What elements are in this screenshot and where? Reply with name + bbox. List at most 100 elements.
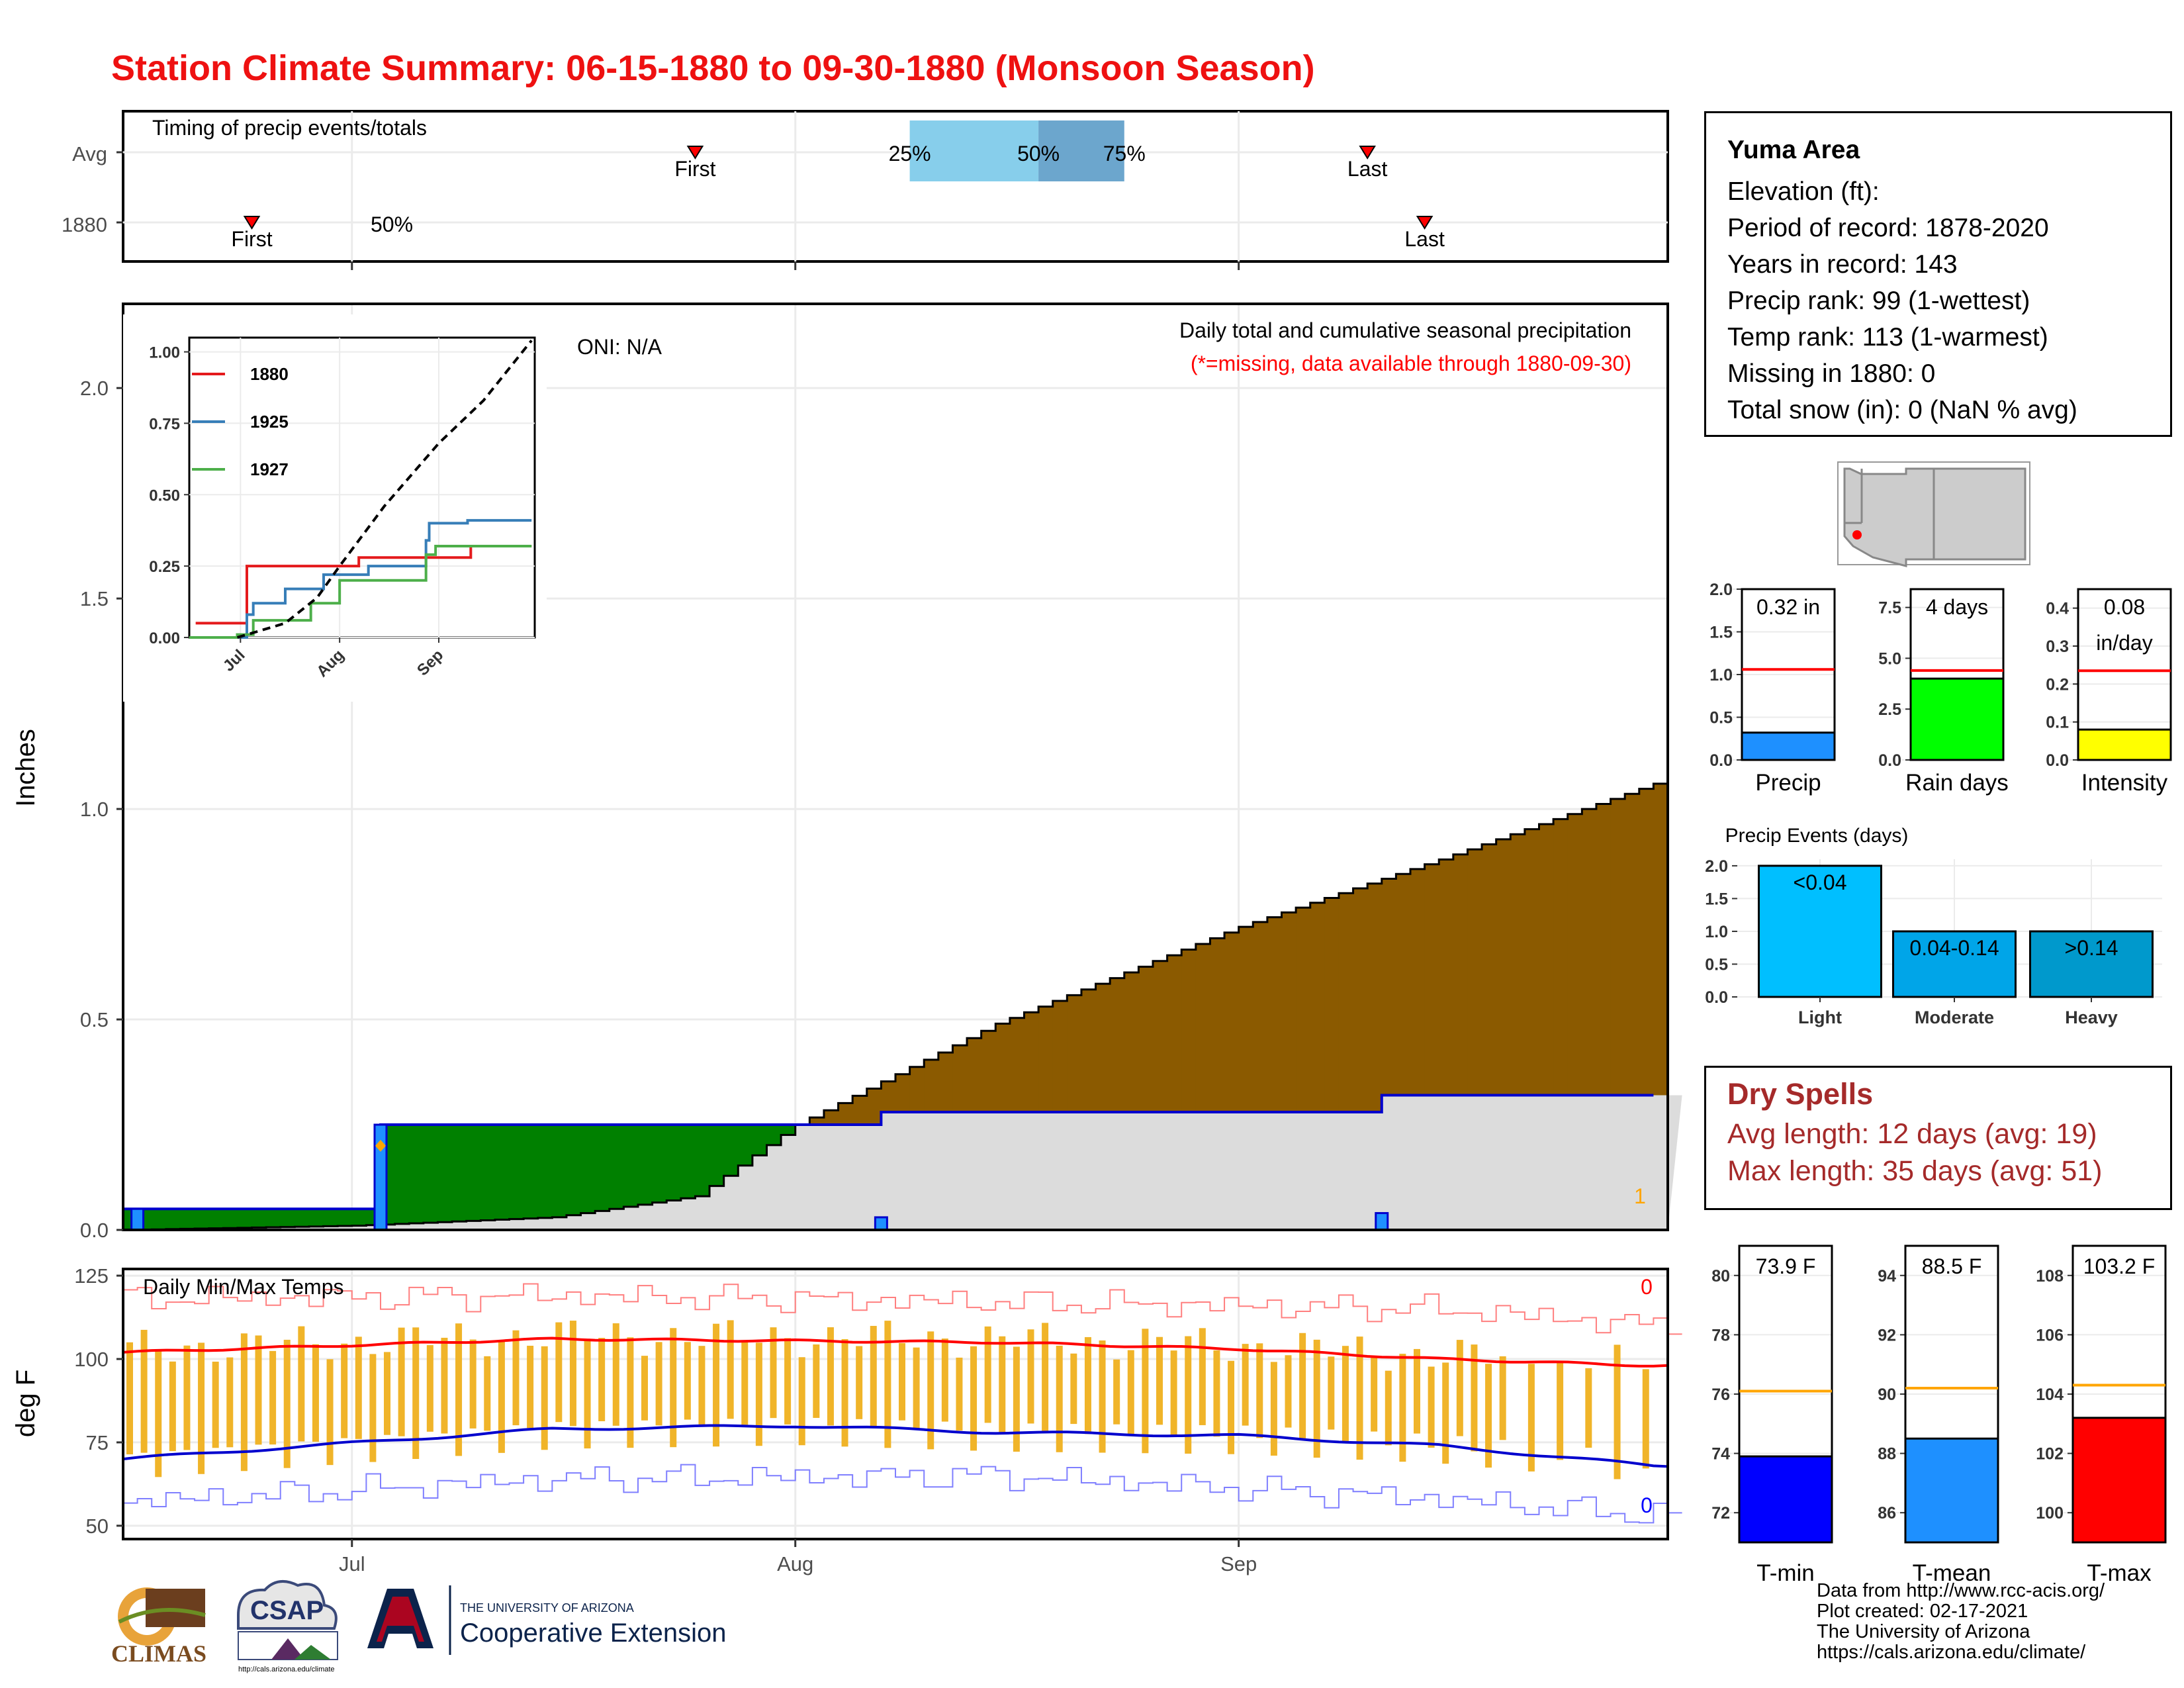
- temp-bar-tick-label: 88: [1878, 1445, 1896, 1464]
- precip-y-tick-label: 1.0: [80, 798, 109, 821]
- precip-event-label: Heavy: [2065, 1008, 2118, 1027]
- deficit-area-step: [895, 1074, 911, 1112]
- surplus-area-step: [152, 1209, 167, 1230]
- deficit-area-step: [1110, 978, 1125, 1112]
- year-last-label: Last: [1404, 227, 1445, 251]
- precip-y-axis: 0.0 0.5 1.0 1.5 2.0: [80, 377, 123, 1242]
- precip-y-tick-label: 1.5: [80, 587, 109, 610]
- daily-temp-range-bar: [1056, 1345, 1063, 1452]
- surplus-area-step: [208, 1209, 224, 1229]
- surplus-area-step: [423, 1125, 439, 1223]
- mini-bar-value-label: 0.08: [2104, 595, 2145, 619]
- deficit-area-step: [1296, 908, 1311, 1112]
- credit-line: https://cals.arizona.edu/climate/: [1817, 1642, 2086, 1663]
- daily-temp-range-bar: [240, 1333, 248, 1472]
- mini-bar-tick-label: 1.0: [1709, 666, 1733, 684]
- deficit-area-step: [938, 1053, 954, 1112]
- temp-bar-tick-label: 92: [1878, 1326, 1896, 1344]
- mini-bar-tick-label: 1.5: [1709, 624, 1733, 642]
- daily-temp-range-bar: [183, 1345, 191, 1450]
- daily-temp-range-bar: [341, 1343, 348, 1438]
- daily-temp-range-bar: [355, 1336, 362, 1439]
- inset-avg-line: [236, 340, 533, 639]
- surplus-area-step: [351, 1209, 367, 1226]
- daily-temp-range-bar: [555, 1322, 563, 1423]
- surplus-area-step: [223, 1209, 238, 1229]
- precip-event-bar: [1758, 865, 1882, 998]
- precip-event-range-label: <0.04: [1794, 870, 1847, 894]
- daily-temp-range-bar: [884, 1321, 891, 1448]
- avg-first-label: First: [674, 157, 715, 181]
- surplus-area-step: [323, 1209, 338, 1227]
- mini-bar: [1909, 677, 2005, 761]
- temp-bar-label: T-mean: [1913, 1560, 1991, 1586]
- avg-min-line: [122, 1424, 1668, 1468]
- temp-bar-tick-label: 104: [2036, 1385, 2064, 1404]
- daily-temp-range-bar: [126, 1342, 133, 1455]
- csap-logo-url: http://cals.arizona.edu/climate: [238, 1665, 335, 1673]
- daily-temp-range-bar: [1527, 1364, 1535, 1472]
- deficit-area-step: [1267, 917, 1283, 1112]
- csap-logo: CSAP http://cals.arizona.edu/climate: [237, 1579, 338, 1673]
- deficit-area-step: [1181, 949, 1197, 1112]
- surplus-area-step: [295, 1209, 310, 1227]
- daily-temp-range-bar: [527, 1345, 534, 1429]
- daily-temp-range-bar: [1499, 1356, 1506, 1440]
- ua-logo-small: THE UNIVERSITY OF ARIZONA: [460, 1601, 634, 1615]
- deficit-area-step: [1424, 864, 1439, 1096]
- deficit-area-step: [838, 1103, 853, 1125]
- temp-y-tick-label: 100: [74, 1348, 109, 1371]
- mini-bar-tick-label: 0.0: [1709, 751, 1733, 770]
- deficit-area-step: [1052, 1000, 1068, 1112]
- temp-bar-value-label: 103.2 F: [2083, 1254, 2156, 1278]
- deficit-area-step: [1210, 938, 1225, 1112]
- precip-panel: 0.0 0.5 1.0 1.5 2.0 Inches ONI: N/A Daily to…: [11, 303, 1682, 1242]
- deficit-area-step: [1639, 788, 1654, 1096]
- deficit-area-step: [1596, 804, 1612, 1096]
- surplus-area-step: [466, 1125, 481, 1221]
- precip-event-label: Moderate: [1915, 1008, 1994, 1027]
- mini-bar: [2077, 728, 2172, 761]
- deficit-area-step: [1453, 854, 1469, 1096]
- daily-temp-range-bar: [1256, 1343, 1263, 1438]
- temp-bar-tick-label: 74: [1711, 1445, 1730, 1464]
- daily-temp-range-bar: [198, 1342, 205, 1474]
- inset-lines: [189, 340, 533, 639]
- temp-y-axis: 50 75 100 125: [74, 1264, 123, 1538]
- surplus-area-step: [652, 1125, 667, 1203]
- daily-temp-range-bar: [455, 1323, 463, 1456]
- daily-temp-range-bar: [484, 1356, 491, 1431]
- daily-temp-range-bar: [798, 1357, 805, 1446]
- surplus-area-step: [308, 1209, 324, 1227]
- station-period: Period of record: 1878-2020: [1727, 214, 2049, 242]
- daily-temp-range-bar: [655, 1342, 662, 1426]
- temp-y-tick-label: 125: [74, 1264, 109, 1288]
- deficit-area-step: [1496, 839, 1511, 1096]
- daily-temp-range-bar: [984, 1326, 991, 1423]
- daily-temp-range-bar: [1027, 1329, 1034, 1424]
- surplus-area-step: [195, 1209, 210, 1229]
- deficit-area-step: [809, 1117, 825, 1125]
- station-elevation: Elevation (ft):: [1727, 177, 1880, 206]
- deficit-area-step: [1439, 859, 1454, 1096]
- daily-precip-bar: [874, 1216, 888, 1231]
- daily-temp-range-bar: [469, 1339, 477, 1429]
- daily-temp-range-bar: [927, 1331, 934, 1450]
- surplus-area-step: [552, 1125, 567, 1217]
- surplus-area-step: [666, 1125, 682, 1201]
- mini-bar-label: Intensity: [2081, 770, 2168, 796]
- temp-bar-tick-label: 94: [1878, 1267, 1896, 1286]
- daily-temp-range-bar: [1113, 1359, 1120, 1425]
- mini-bar-label: Rain days: [1905, 770, 2009, 796]
- mini-bar-tick-label: 0.2: [2046, 675, 2069, 694]
- deficit-area-step: [1582, 809, 1597, 1096]
- deficit-area-step: [1009, 1017, 1025, 1112]
- inset-legend-label: 1927: [250, 459, 289, 479]
- daily-temp-range-bar: [1414, 1348, 1420, 1434]
- daily-temp-range-bar: [1185, 1336, 1192, 1454]
- daily-temp-range-bar: [441, 1337, 448, 1434]
- daily-temp-range-bar: [1442, 1362, 1449, 1464]
- mini-bar-tick-label: 0.0: [1878, 751, 1901, 770]
- temp-bar-tick-label: 72: [1711, 1504, 1730, 1523]
